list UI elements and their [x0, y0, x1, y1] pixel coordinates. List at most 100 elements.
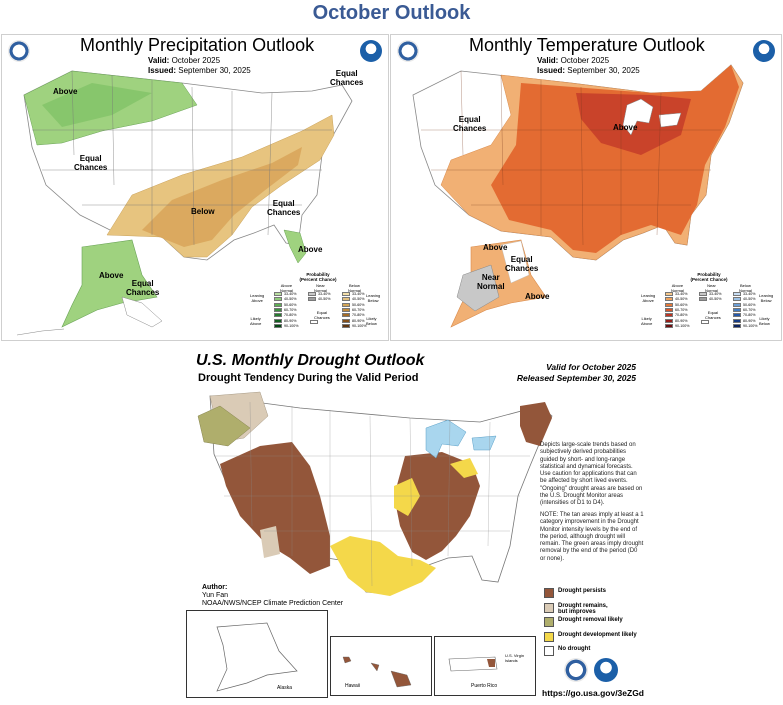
temp-legend-below-swatch — [733, 307, 741, 312]
precip-title: Monthly Precipitation Outlook — [80, 35, 315, 55]
precip-legend-col-above: Above Normal — [280, 283, 293, 293]
precip-legend-heading: Probability (Percent Chance) — [299, 272, 337, 282]
noaa-logo-icon — [360, 40, 382, 62]
precip-legend-below-swatch — [342, 302, 350, 307]
temp-legend-right-top: Leaning Below — [759, 293, 774, 303]
noaa-logo-icon — [753, 40, 775, 62]
temp-legend-below-swatch — [733, 318, 741, 323]
precip-legend-left-top: Leaning Above — [250, 293, 265, 303]
drought-title: U.S. Monthly Drought Outlook — [196, 352, 425, 369]
precip-legend-ec-swatch — [310, 320, 318, 324]
temp-legend-above-swatch — [665, 307, 673, 312]
precip-legend-below-range-label: 80-90% — [352, 318, 365, 323]
temp-legend-above-range-label: 90-100% — [675, 323, 690, 328]
drought-legend-swatch — [544, 646, 554, 656]
precip-valid-label: Valid: — [148, 56, 170, 65]
precip-label-above-nw: Above — [53, 87, 78, 96]
drought-legend-swatch — [544, 631, 554, 642]
precip-legend-below-swatch — [342, 297, 350, 302]
temp-legend-below-swatch — [733, 302, 741, 307]
precip-legend-near-range-label: 40-50% — [318, 297, 331, 302]
precip-issued: Issued: September 30, 2025 — [148, 66, 251, 76]
temp-label-above-ak2: Above — [525, 292, 550, 301]
temp-legend-below-swatch — [733, 297, 741, 302]
author-org: NOAA/NWS/NCEP Climate Prediction Center — [202, 600, 344, 607]
precip-legend-below-range-label: 50-60% — [352, 302, 365, 307]
precip-legend-near-range-label: 33-40% — [318, 292, 331, 296]
precip-map — [16, 70, 353, 336]
hawaii-inset-map — [342, 656, 412, 688]
temp-legend-col-above: Above Normal — [671, 283, 684, 293]
drought-legend-swatch — [544, 588, 554, 598]
temp-legend-near-swatch — [699, 292, 707, 296]
drought-notes-2: NOTE: The tan areas imply at least a 1 c… — [540, 512, 644, 562]
temp-legend-above-range-label: 33-40% — [675, 292, 688, 296]
precip-legend-above-range-label: 50-60% — [284, 302, 297, 307]
precip-legend-above-swatch — [274, 307, 282, 312]
temp-legend-below-range-label: 33-40% — [743, 292, 756, 296]
drought-legend-swatch — [544, 617, 554, 627]
precip-legend-ec: Equal Chances — [314, 310, 330, 320]
precip-florida-above — [283, 229, 307, 264]
drought-legend-swatch — [544, 602, 554, 613]
drought-legend-label: Drought persists — [558, 588, 607, 594]
drought-url[interactable]: https://go.usa.gov/3eZGd — [542, 688, 645, 698]
drought-legend-label: Drought development likely — [558, 631, 637, 638]
temp-valid-value: October 2025 — [560, 56, 610, 65]
noaa-logo-icon — [594, 658, 618, 682]
temp-legend-below-swatch — [733, 313, 741, 318]
commerce-seal-icon — [564, 658, 588, 682]
temp-legend-col-near: Near Normal — [705, 283, 718, 293]
temp-legend-left-top: Leaning Above — [641, 293, 656, 303]
precip-outlook-panel: Monthly Precipitation Outlook Valid: Oct… — [1, 34, 389, 341]
precip-label-equal-ak: Equal Chances — [126, 279, 160, 297]
temp-valid-label: Valid: — [537, 56, 559, 65]
temp-legend-above-range-label: 70-80% — [675, 313, 688, 318]
temp-legend-col-below: Below Normal — [739, 283, 752, 293]
precip-valid: Valid: October 2025 — [148, 56, 220, 66]
precip-legend-above-swatch — [274, 302, 282, 307]
precip-legend-below-swatch — [342, 313, 350, 318]
inset-label-puerto-rico: Puerto Rico — [471, 683, 498, 689]
temp-legend-above-swatch — [665, 313, 673, 318]
temp-alaska-near — [456, 264, 500, 312]
precip-legend-above-range-label: 70-80% — [284, 313, 297, 318]
temp-legend-above-swatch — [665, 302, 673, 307]
alaska-inset-map — [216, 622, 298, 692]
temp-legend-ec: Equal Chances — [705, 310, 721, 320]
author-name: Yun Fan — [202, 592, 229, 599]
drought-legend-label: Drought remains, but improves — [558, 602, 608, 616]
drought-notes-1: Depicts large-scale trends based on subj… — [540, 442, 643, 507]
precip-legend-above-range-label: 40-50% — [284, 297, 297, 302]
commerce-seal-icon — [397, 40, 419, 62]
precip-legend-above-swatch — [274, 313, 282, 318]
drought-great-lakes — [425, 419, 497, 459]
temp-legend-right-bottom: Likely Below — [759, 316, 770, 326]
precip-legend-above-swatch — [274, 292, 282, 296]
precip-legend-below-swatch — [342, 292, 350, 296]
precip-legend-above-swatch — [274, 318, 282, 323]
inset-label-virgin-islands: U.S. Virgin Islands — [505, 653, 525, 663]
inset-label-alaska: Alaska — [277, 685, 293, 691]
page-title: October Outlook — [312, 2, 471, 24]
precip-label-equal-se: Equal Chances — [267, 199, 301, 217]
temp-label-above: Above — [613, 123, 638, 132]
precip-legend: Probability (Percent Chance) Above Norma… — [250, 272, 386, 338]
precip-legend-above-range-label: 60-70% — [284, 307, 297, 312]
temp-valid: Valid: October 2025 — [537, 56, 609, 66]
drought-released-line: Released September 30, 2025 — [516, 373, 636, 383]
temp-legend-above-swatch — [665, 292, 673, 296]
temp-legend-heading: Probability (Percent Chance) — [690, 272, 728, 282]
temp-legend-above-swatch — [665, 297, 673, 302]
precip-legend-right-bottom: Likely Below — [366, 316, 377, 326]
precip-label-below: Below — [191, 207, 215, 216]
precip-legend-below-swatch — [342, 318, 350, 323]
temp-legend-above-swatch — [665, 318, 673, 323]
temp-label-near-ak: Near Normal — [477, 273, 505, 291]
precip-legend-above-range-label: 80-90% — [284, 318, 297, 323]
precip-legend-near-swatch — [308, 297, 316, 302]
hawaii-inset: Hawaii — [330, 636, 432, 696]
inset-label-hawaii: Hawaii — [345, 683, 361, 689]
temp-legend-left-bottom: Likely Above — [641, 316, 653, 326]
precip-label-above-fl: Above — [298, 245, 323, 254]
